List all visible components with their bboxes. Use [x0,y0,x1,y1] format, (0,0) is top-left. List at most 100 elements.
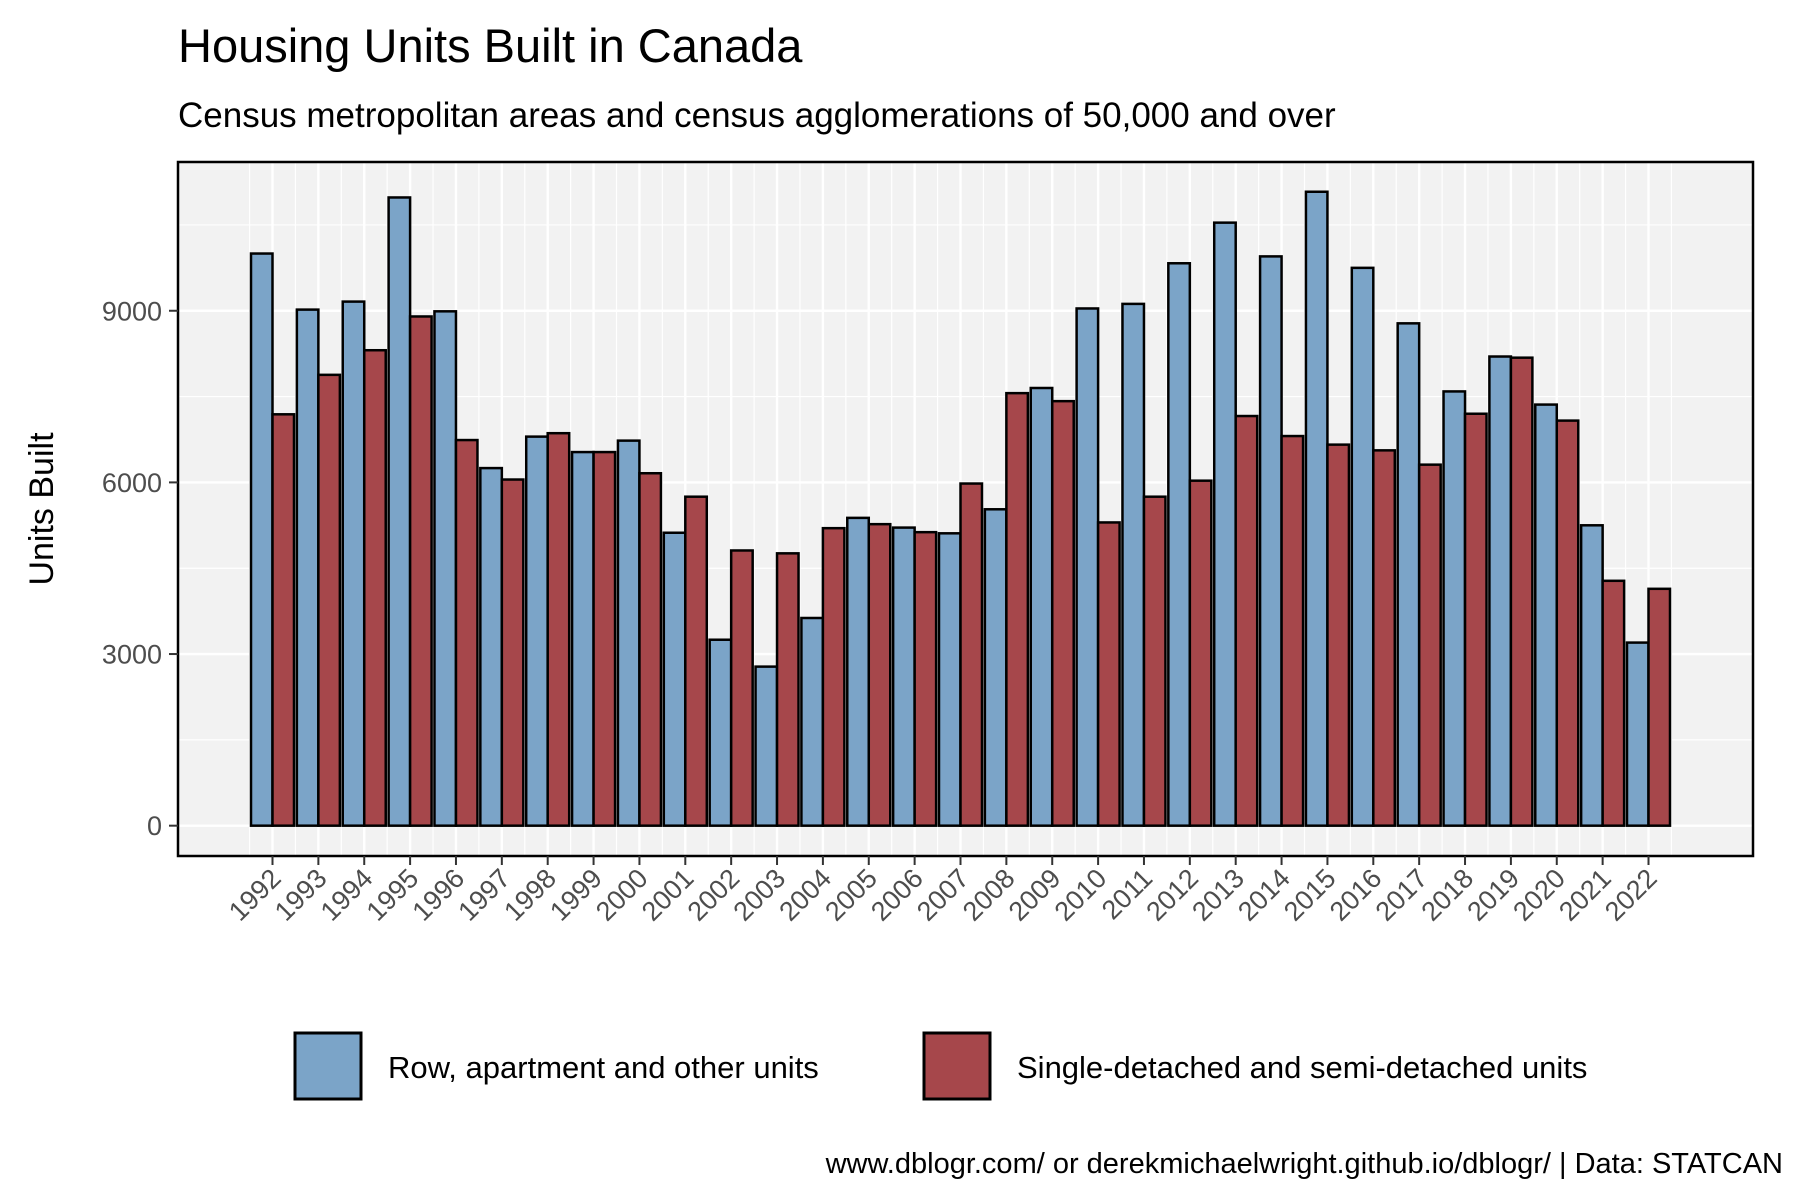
y-axis: 0 3000 6000 9000 [102,296,178,841]
x-tick-label: 2013 [1186,863,1250,927]
bar-row-apartment [937,532,962,827]
bar-single-semi-detached [1096,521,1121,827]
x-tick-label: 2001 [636,863,700,927]
bar-single-semi-detached [1463,412,1488,827]
legend-label: Row, apartment and other units [388,1050,819,1085]
x-tick-label: 1999 [544,863,608,927]
bar-single-semi-detached [454,438,479,827]
chart-title: Housing Units Built in Canada [178,19,803,72]
legend: Row, apartment and other units Single-det… [293,1031,1587,1101]
bar-row-apartment [846,516,871,827]
bar-row-apartment [800,616,825,827]
bar-row-apartment [983,508,1008,827]
x-tick-label: 2005 [819,863,883,927]
bar-single-semi-detached [1509,356,1534,827]
bar-single-semi-detached [775,552,800,827]
x-tick-label: 1995 [361,863,425,927]
bar-row-apartment [891,526,916,827]
x-tick-label: 2014 [1232,863,1296,927]
x-tick-label: 2004 [773,863,837,927]
bar-single-semi-detached [638,471,663,827]
bar-row-apartment [387,196,412,827]
bar-row-apartment [1212,221,1237,827]
bar-single-semi-detached [1234,414,1259,827]
bar-single-semi-detached [1326,443,1351,827]
bar-row-apartment [1488,355,1513,827]
bar-row-apartment [1396,322,1421,827]
x-tick-label: 2011 [1096,863,1158,925]
bar-row-apartment [295,308,320,827]
x-tick-label: 2000 [590,863,654,927]
bars [249,190,1672,827]
legend-key [922,1031,992,1101]
bar-row-apartment [1075,307,1100,827]
x-tick-label: 1998 [498,863,562,927]
x-tick-label: 2010 [1049,863,1113,927]
bar-row-apartment [1350,266,1375,827]
bar-row-apartment [708,638,733,827]
bar-single-semi-detached [1647,587,1672,827]
plot-border [176,160,1755,858]
bar-row-apartment [616,439,641,827]
bar-row-apartment [433,310,458,827]
bar-single-semi-detached [1372,449,1397,827]
bar-row-apartment [341,300,366,827]
x-tick-label: 1996 [407,863,471,927]
bar-row-apartment [1534,403,1559,827]
x-axis: 1992199319941995199619971998199920002001… [223,856,1663,927]
bar-row-apartment [1121,302,1146,827]
x-tick-label: 2003 [728,863,792,927]
bar-row-apartment [662,531,687,827]
x-tick-label: 2018 [1416,863,1480,927]
y-tick-label: 0 [147,811,162,841]
bar-row-apartment [1304,190,1329,827]
x-tick-label: 2002 [682,863,746,927]
x-tick-label: 2016 [1324,863,1388,927]
bar-row-apartment [1167,262,1192,827]
bar-single-semi-detached [684,495,709,827]
bar-single-semi-detached [500,478,525,827]
bar-single-semi-detached [271,413,296,827]
bar-single-semi-detached [546,431,571,827]
bar-row-apartment [249,252,274,827]
chart-subtitle: Census metropolitan areas and census agg… [178,96,1336,135]
bar-single-semi-detached [1050,399,1075,827]
bar-row-apartment [1579,524,1604,827]
bar-single-semi-detached [1601,579,1626,827]
x-tick-label: 2006 [865,863,929,927]
x-tick-label: 1992 [223,863,287,927]
bar-single-semi-detached [729,549,754,827]
bar-single-semi-detached [1142,495,1167,827]
x-tick-label: 2008 [957,863,1021,927]
bar-row-apartment [754,665,779,827]
bar-single-semi-detached [1555,419,1580,827]
bar-single-semi-detached [959,482,984,827]
bar-single-semi-detached [1005,391,1030,827]
bar-single-semi-detached [913,530,938,827]
bar-single-semi-detached [317,373,342,827]
y-tick-label: 9000 [102,296,162,326]
x-tick-label: 2019 [1461,863,1525,927]
x-tick-label: 2009 [1003,863,1067,927]
bar-row-apartment [1258,255,1283,827]
x-tick-label: 1997 [452,863,516,927]
x-tick-label: 2017 [1370,863,1434,927]
x-tick-label: 2022 [1599,863,1663,927]
x-tick-label: 2007 [911,863,975,927]
x-tick-label: 2021 [1553,863,1617,927]
bar-single-semi-detached [821,526,846,827]
x-tick-label: 1994 [315,863,379,927]
x-tick-label: 2020 [1507,863,1571,927]
y-tick-label: 3000 [102,640,162,670]
bar-single-semi-detached [362,348,387,827]
bar-row-apartment [1625,641,1650,827]
x-tick-label: 2015 [1278,863,1342,927]
y-tick-label: 6000 [102,468,162,498]
legend-key [293,1031,363,1101]
bar-single-semi-detached [1417,463,1442,827]
bar-single-semi-detached [1188,479,1213,827]
bar-row-apartment [479,466,504,827]
bar-row-apartment [524,435,549,827]
bar-single-semi-detached [592,450,617,827]
